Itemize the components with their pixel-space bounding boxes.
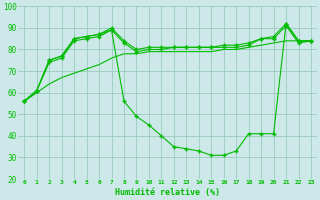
X-axis label: Humidité relative (%): Humidité relative (%) xyxy=(115,188,220,197)
